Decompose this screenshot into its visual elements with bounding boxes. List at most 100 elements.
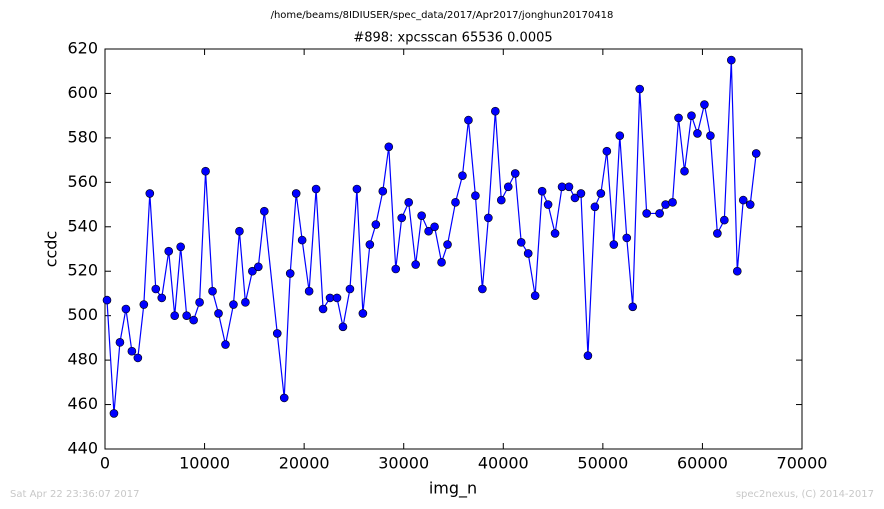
x-tick-label: 60000: [677, 454, 728, 473]
data-point: [121, 304, 131, 314]
data-point: [311, 184, 321, 194]
data-point: [576, 189, 586, 198]
data-point: [214, 309, 223, 318]
data-point: [430, 222, 439, 232]
data-point: [133, 353, 143, 363]
data-point: [628, 302, 638, 312]
data-point: [332, 293, 342, 303]
data-point: [417, 211, 426, 220]
data-point: [464, 115, 473, 125]
data-point: [397, 213, 407, 223]
data-point: [745, 200, 755, 209]
data-point: [345, 284, 355, 294]
data-point: [201, 166, 210, 176]
data-point: [484, 213, 493, 223]
timestamp: Sat Apr 22 23:36:07 2017: [10, 489, 140, 500]
y-tick-label: 600: [67, 83, 98, 102]
data-point: [391, 264, 401, 274]
data-point: [235, 226, 244, 236]
data-point: [371, 220, 381, 229]
data-point: [602, 146, 612, 156]
data-point: [241, 298, 250, 307]
data-point: [680, 166, 689, 176]
data-point: [157, 293, 167, 303]
data-point: [713, 229, 722, 238]
data-point: [516, 238, 526, 247]
data-point: [570, 193, 580, 203]
credit: spec2nexus, (C) 2014-2017: [736, 489, 874, 500]
data-point: [700, 100, 709, 109]
plot-frame: [104, 48, 803, 450]
data-point: [285, 269, 295, 278]
data-point: [365, 240, 375, 249]
data-point: [291, 189, 301, 198]
data-point: [622, 233, 632, 243]
x-tick-label: 10000: [179, 454, 230, 473]
data-point: [424, 226, 433, 236]
data-point: [272, 329, 282, 338]
x-tick-label: 0: [100, 454, 110, 473]
x-tick-label: 30000: [378, 454, 429, 473]
suptitle: /home/beams/8IDIUSER/spec_data/2017/Apr2…: [271, 10, 614, 21]
data-point: [564, 182, 574, 192]
data-point: [170, 311, 179, 320]
data-point: [491, 106, 500, 116]
data-point: [458, 171, 467, 180]
data-point: [338, 322, 348, 332]
data-point: [550, 229, 560, 238]
data-point: [279, 393, 289, 403]
data-line: [106, 60, 757, 414]
data-point: [115, 338, 125, 347]
data-point: [668, 198, 677, 207]
data-point: [687, 111, 696, 120]
data-point: [590, 202, 600, 212]
data-point: [437, 258, 446, 267]
data-point: [751, 149, 761, 158]
data-point: [530, 291, 540, 300]
data-point: [139, 300, 149, 309]
data-point: [102, 295, 112, 305]
data-point: [693, 129, 702, 138]
y-tick-label: 520: [67, 261, 98, 280]
data-point: [451, 198, 460, 207]
data-point: [609, 240, 619, 249]
data-point: [176, 242, 185, 252]
y-tick-label: 580: [67, 127, 98, 146]
data-point: [352, 184, 362, 194]
x-axis-label: img_n: [429, 479, 477, 499]
data-point: [738, 195, 748, 205]
chart-title: #898: xpcsscan 65536 0.0005: [353, 31, 552, 46]
data-point: [727, 55, 736, 65]
data-point: [304, 286, 314, 296]
data-point: [674, 113, 683, 123]
data-point: [471, 191, 480, 200]
data-point: [478, 284, 487, 294]
x-tick-label: 70000: [777, 454, 828, 473]
data-point: [151, 284, 161, 294]
data-point: [384, 142, 394, 152]
y-tick-label: 440: [67, 439, 98, 458]
data-point: [127, 346, 137, 356]
data-point: [523, 249, 533, 258]
data-point: [510, 169, 520, 178]
data-point: [195, 298, 204, 307]
data-point: [635, 84, 644, 94]
data-point: [358, 309, 368, 318]
y-tick-label: 560: [67, 172, 98, 191]
data-point: [260, 206, 269, 216]
data-point: [297, 235, 307, 245]
data-point: [496, 195, 506, 205]
y-tick-label: 480: [67, 350, 98, 369]
data-point: [182, 311, 191, 320]
data-point: [378, 186, 388, 196]
data-point: [109, 409, 119, 418]
data-point: [318, 304, 328, 314]
data-point: [583, 351, 593, 360]
data-point: [145, 189, 155, 198]
data-point: [655, 209, 664, 218]
y-axis-label: ccdc: [42, 231, 61, 268]
data-point: [615, 131, 625, 140]
data-point: [254, 262, 263, 272]
data-point: [537, 186, 547, 196]
data-point: [189, 315, 198, 325]
